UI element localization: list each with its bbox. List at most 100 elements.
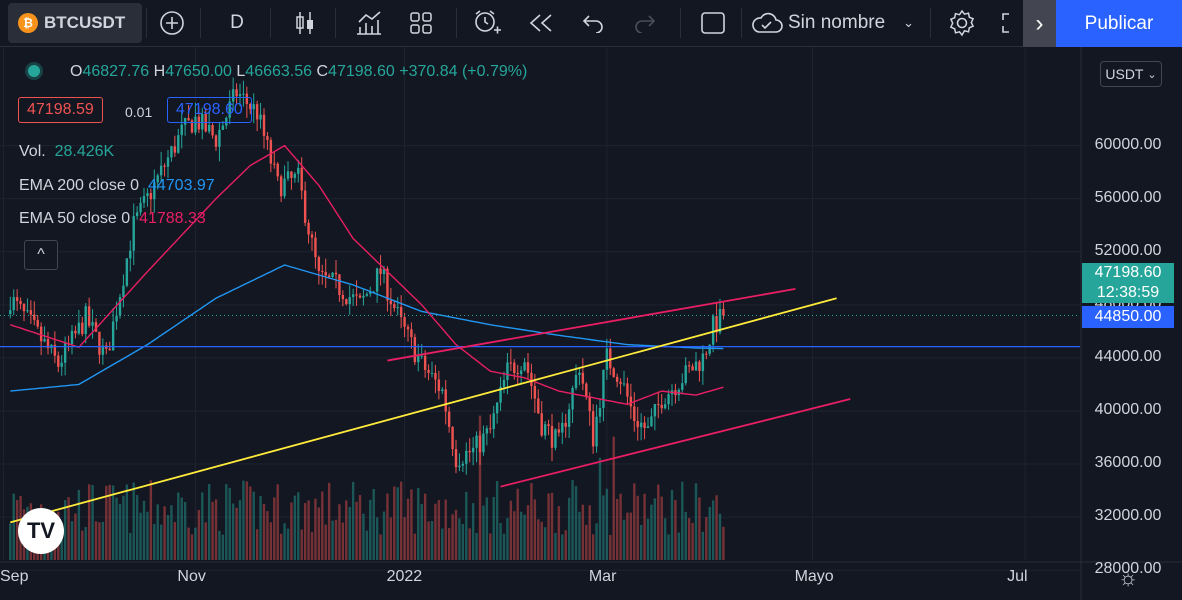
candlesticks xyxy=(9,77,725,475)
channel-upper-line xyxy=(387,288,796,362)
bar-countdown: 12:38:59 xyxy=(1096,284,1160,301)
volume-bar xyxy=(9,523,12,560)
layout-icon[interactable] xyxy=(697,0,729,46)
ema50-label: EMA 50 close 0 xyxy=(19,210,131,227)
candle-body xyxy=(331,272,334,278)
candle-body xyxy=(526,362,530,373)
low-label: L xyxy=(236,63,246,80)
buy-button[interactable]: 47198.60 xyxy=(167,97,252,123)
candle-body xyxy=(605,348,609,370)
volume-bar xyxy=(379,534,382,560)
candle-body xyxy=(543,424,547,436)
candle-body xyxy=(595,416,598,447)
candle-body xyxy=(84,306,87,334)
templates-icon[interactable] xyxy=(406,0,436,46)
volume-bar xyxy=(605,488,609,560)
volume-bar xyxy=(403,517,406,560)
price-chart[interactable] xyxy=(0,47,1182,600)
volume-bar xyxy=(567,497,571,560)
candle-body xyxy=(166,157,170,167)
ema50-legend[interactable]: EMA 50 close 0 41788.33 xyxy=(19,210,206,228)
candle-body xyxy=(129,250,132,259)
redo-icon[interactable] xyxy=(630,0,660,46)
candle-body xyxy=(567,409,571,427)
volume-bar xyxy=(146,511,149,560)
chevron-down-icon: ⌄ xyxy=(1147,68,1157,81)
volume-bar xyxy=(118,503,122,560)
candle-body xyxy=(365,293,369,296)
candle-body xyxy=(290,171,293,178)
publish-button[interactable]: Publicar xyxy=(1056,0,1182,48)
volume-bar xyxy=(454,509,458,560)
ema200-legend[interactable]: EMA 200 close 0 44703.97 xyxy=(19,177,215,195)
volume-bar xyxy=(711,500,715,560)
volume-bar xyxy=(633,483,636,560)
volume-bar xyxy=(125,484,129,560)
volume-bar xyxy=(159,524,163,560)
volume-bar xyxy=(372,489,375,560)
volume-bar xyxy=(591,534,595,560)
volume-bar xyxy=(149,480,153,560)
volume-bar xyxy=(722,526,725,560)
chart-grid xyxy=(0,47,1182,600)
open-label: O xyxy=(70,63,83,80)
volume-bar xyxy=(60,522,63,560)
candle-body xyxy=(471,447,475,453)
candle-body xyxy=(334,272,338,275)
volume-bar xyxy=(91,485,94,560)
candle-body xyxy=(533,386,537,399)
candle-body xyxy=(238,94,242,97)
status-dot-icon xyxy=(28,65,40,77)
undo-icon[interactable] xyxy=(578,0,608,46)
candle-body xyxy=(694,361,698,371)
interval-button[interactable]: D xyxy=(230,12,244,33)
volume-bar xyxy=(396,487,399,560)
candle-body xyxy=(612,368,615,377)
indicators-icon[interactable] xyxy=(352,0,386,46)
volume-bar xyxy=(293,495,297,560)
volume-bar xyxy=(410,489,413,560)
volume-bar xyxy=(228,487,231,560)
price-tick-label: 28000.00 xyxy=(1094,560,1162,578)
price-tick-label: 32000.00 xyxy=(1094,507,1162,525)
candle-body xyxy=(492,413,495,429)
settings-icon[interactable] xyxy=(946,0,978,46)
volume-bar xyxy=(297,492,300,560)
candle-body xyxy=(115,315,118,322)
volume-bar xyxy=(636,495,639,560)
volume-bar xyxy=(331,520,334,560)
candle-body xyxy=(314,237,317,258)
chevron-right-icon[interactable]: › xyxy=(1023,0,1056,48)
volume-bar xyxy=(691,522,694,560)
volume-bar xyxy=(273,497,276,560)
fullscreen-icon[interactable] xyxy=(1000,0,1024,46)
add-symbol-icon[interactable] xyxy=(156,0,188,46)
volume-bar xyxy=(283,523,286,560)
candle-body xyxy=(393,304,396,309)
collapse-legend-button[interactable]: ^ xyxy=(24,240,58,270)
candle-body xyxy=(554,429,557,448)
tradingview-logo[interactable]: TV xyxy=(18,508,64,554)
volume-bar xyxy=(252,491,255,560)
candle-body xyxy=(98,331,101,355)
gear-icon[interactable]: ☼ xyxy=(1118,565,1139,590)
candle-body xyxy=(46,339,50,349)
alert-icon[interactable] xyxy=(470,0,504,46)
layout-name-button[interactable]: Sin nombre ⌄ xyxy=(750,0,920,46)
sell-button[interactable]: 47198.59 xyxy=(18,97,103,123)
volume-bar xyxy=(139,512,142,560)
candle-body xyxy=(9,310,12,315)
volume-bar xyxy=(70,521,74,560)
candle-body xyxy=(653,404,657,417)
candle-body xyxy=(722,308,725,316)
currency-selector[interactable]: USDT ⌄ xyxy=(1100,61,1162,87)
symbol-search-button[interactable]: ₿ BTCUSDT xyxy=(8,3,142,43)
replay-icon[interactable] xyxy=(526,0,556,46)
candles-icon[interactable] xyxy=(290,0,320,46)
volume-bar xyxy=(87,484,91,560)
candle-body xyxy=(615,376,619,382)
volume-bar xyxy=(423,493,427,560)
legend-ohlc-row: O46827.76 H47650.00 L46663.56 C47198.60 … xyxy=(28,63,527,81)
volume-bar xyxy=(698,497,701,560)
candle-body xyxy=(307,222,310,235)
